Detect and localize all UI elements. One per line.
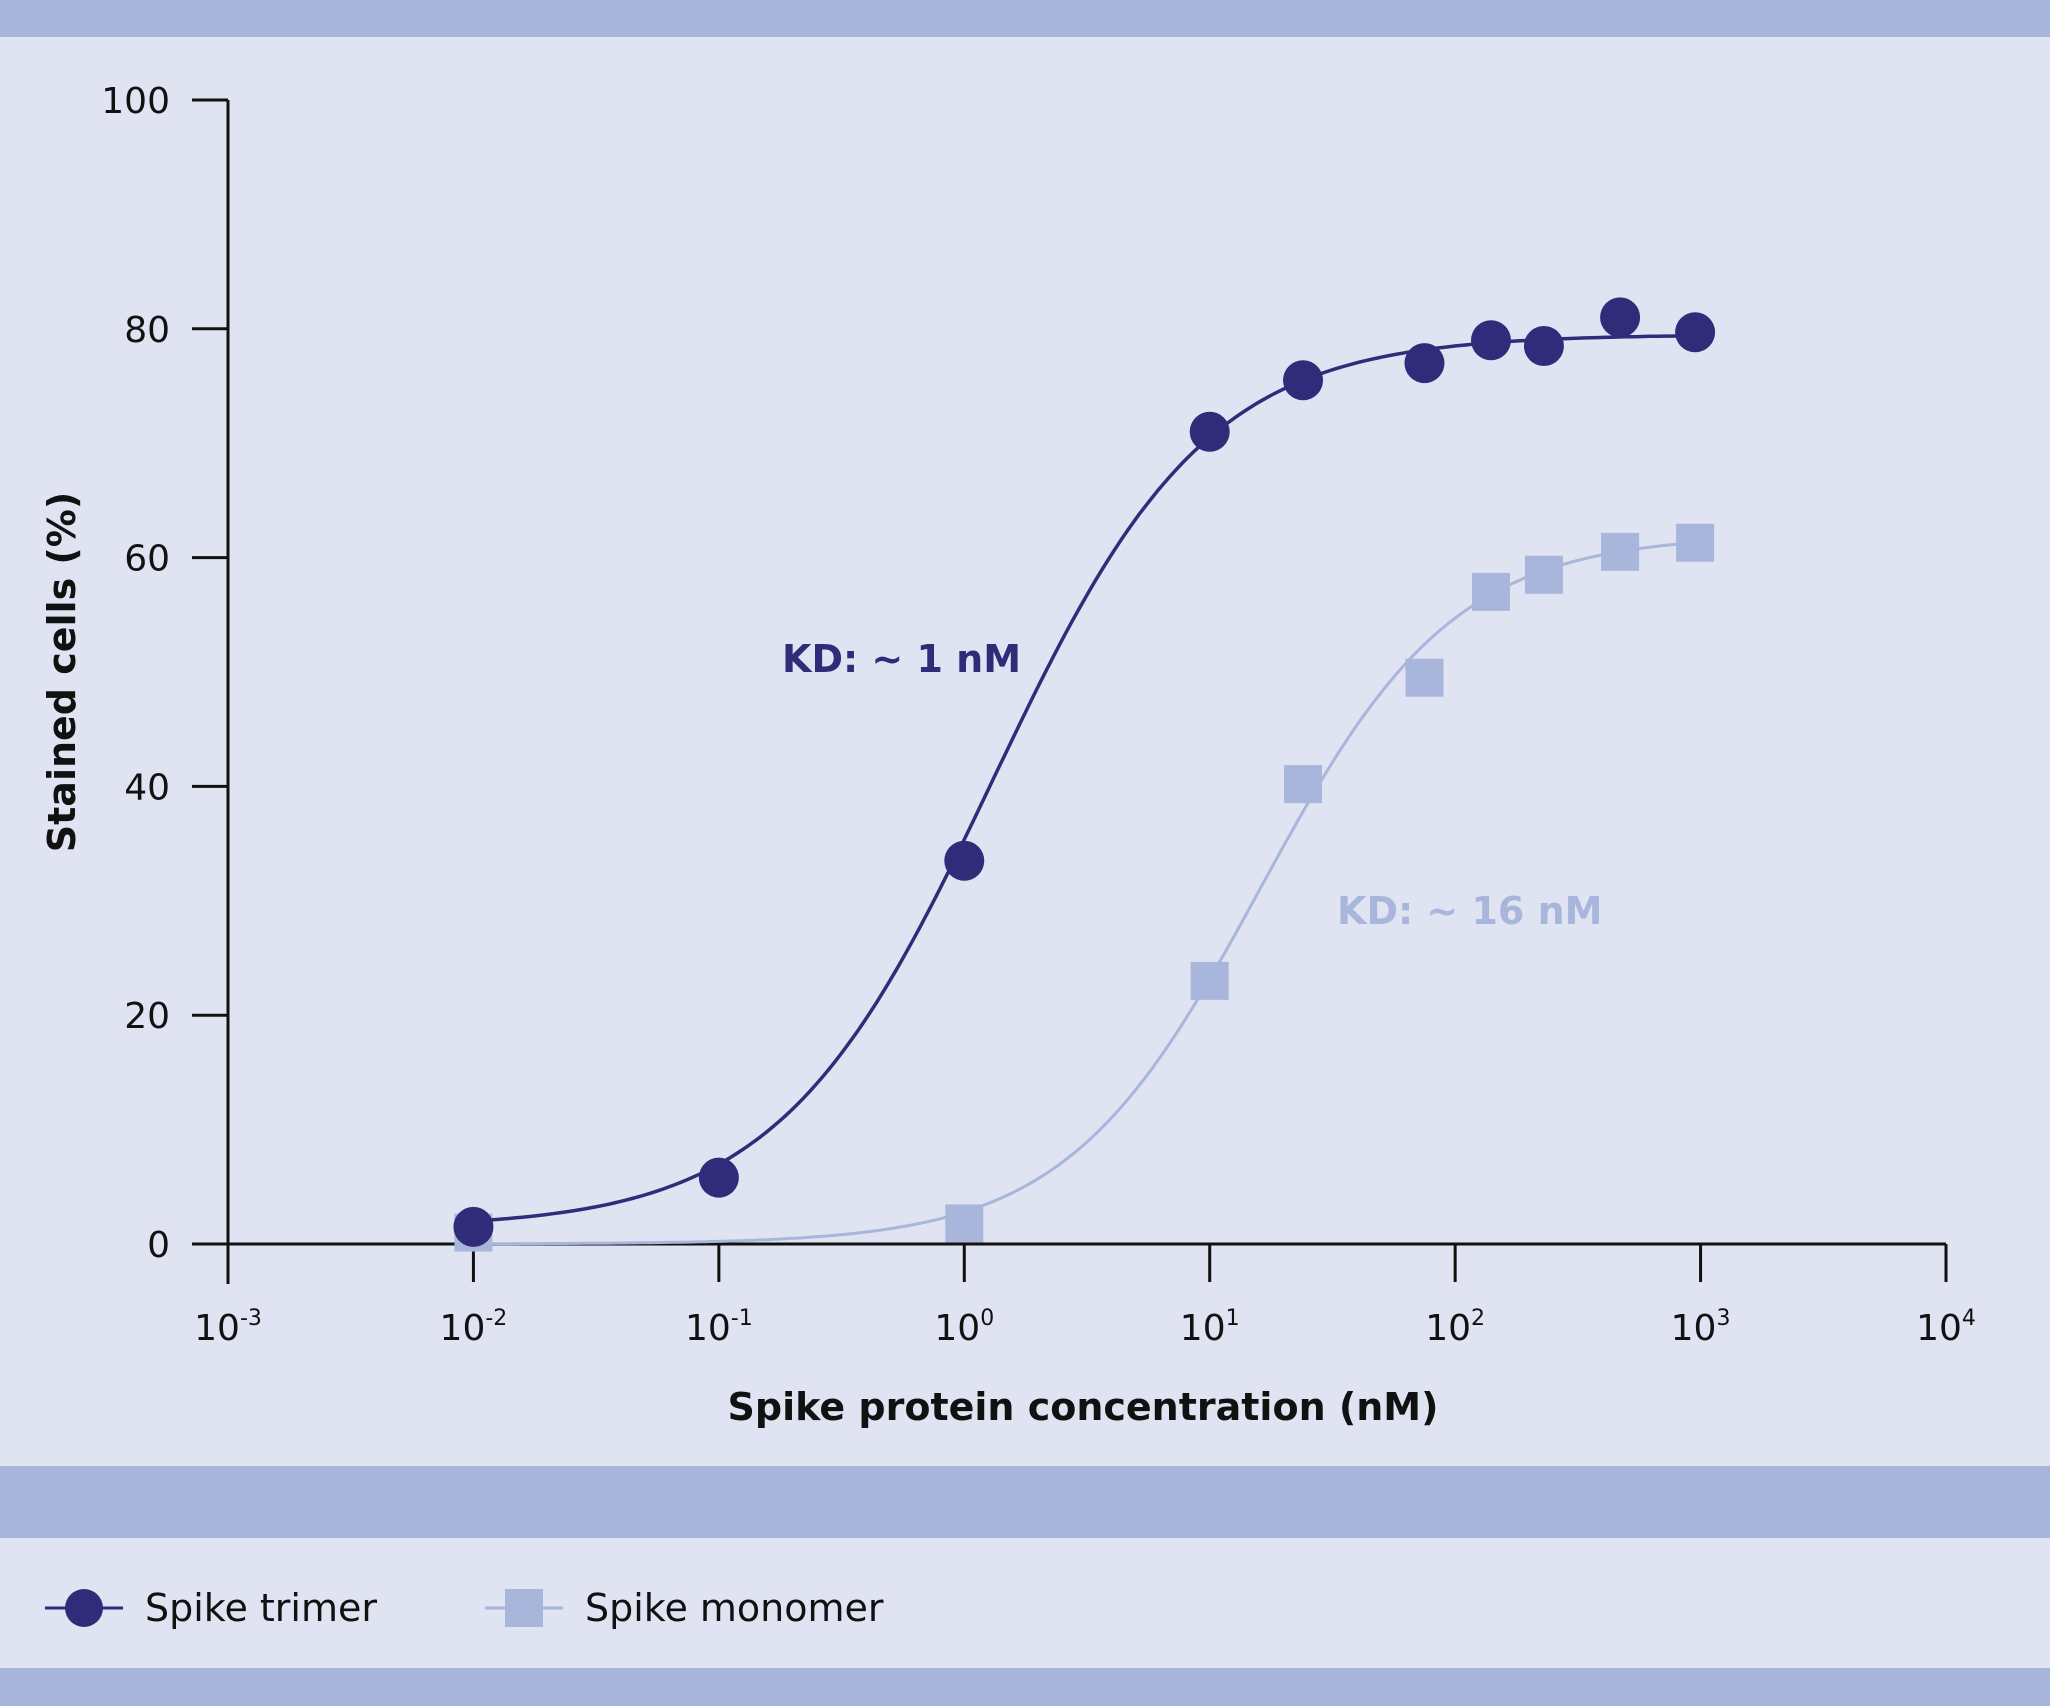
data-point [453,1206,494,1247]
top-band [0,0,2050,37]
legend: Spike trimer Spike monomer [45,1586,884,1630]
data-point [1600,297,1641,338]
data-point [1676,523,1715,562]
legend-item-monomer: Spike monomer [485,1586,884,1630]
x-tick-label: 10-3 [194,1306,262,1349]
data-point [1190,961,1229,1000]
x-tick-label: 104 [1916,1306,1976,1349]
data-point [944,840,985,881]
data-point [698,1157,739,1198]
data-point [1471,320,1512,361]
trimer-kd-annotation: KD: ~ 1 nM [782,637,1021,681]
x-tick-label: 103 [1671,1306,1731,1349]
data-point [945,1204,984,1243]
y-tick-label: 60 [124,539,170,580]
y-tick-label: 0 [147,1225,170,1266]
data-point [1284,765,1323,804]
data-point [1601,532,1640,571]
data-point [1404,343,1445,384]
x-tick-label: 10-1 [685,1306,753,1349]
x-tick-label: 102 [1425,1306,1485,1349]
middle-band [0,1466,2050,1538]
plot-area [453,297,1716,1252]
data-point [1472,572,1511,611]
data-point [1283,360,1324,401]
series-trimer [453,297,1716,1247]
legend-trimer-marker [65,1589,103,1627]
legend-trimer-label: Spike trimer [145,1586,377,1630]
data-point [1524,555,1563,594]
legend-monomer-label: Spike monomer [585,1586,884,1630]
y-tick-label: 40 [124,767,170,808]
data-point [1405,658,1444,697]
data-point [1523,325,1564,366]
y-axis-label: Stained cells (%) [40,492,84,852]
x-tick-label: 10-2 [440,1306,508,1349]
x-axis-label: Spike protein concentration (nM) [728,1385,1439,1429]
y-tick-label: 20 [124,996,170,1037]
legend-item-trimer: Spike trimer [45,1586,377,1630]
x-axis: 10-3 10-2 10-1 100 101 102 103 104 [192,1242,1976,1349]
y-axis: 0 20 40 60 80 100 [101,81,230,1284]
x-tick-label: 100 [934,1306,994,1349]
legend-monomer-marker [505,1589,543,1627]
y-tick-label: 80 [124,310,170,351]
series-monomer [454,523,1715,1252]
data-point [1189,411,1230,452]
x-tick-label: 101 [1180,1306,1240,1349]
data-point [1675,312,1716,353]
bottom-band [0,1668,2050,1706]
monomer-kd-annotation: KD: ~ 16 nM [1337,889,1602,933]
y-tick-label: 100 [101,81,170,122]
